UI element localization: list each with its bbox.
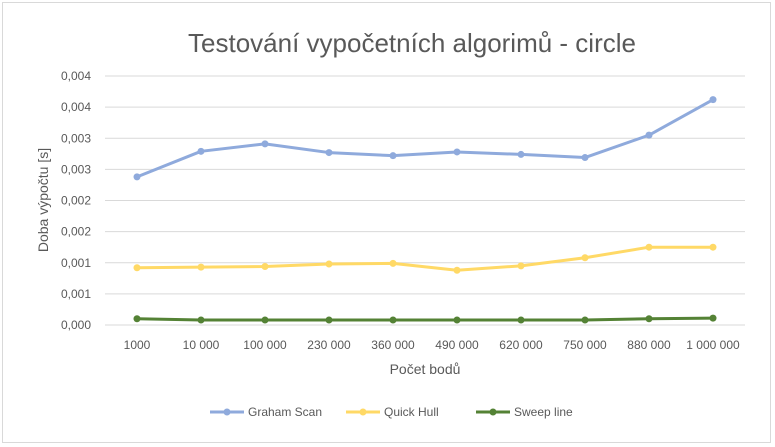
- data-point: [581, 154, 589, 162]
- data-point: [581, 316, 589, 324]
- data-point: [709, 96, 717, 104]
- data-point: [197, 147, 205, 155]
- data-point: [389, 152, 397, 160]
- chart-title: Testování vypočetních algorimů - circle: [188, 28, 636, 58]
- data-point: [133, 173, 141, 181]
- legend-marker: [359, 408, 367, 416]
- data-point: [517, 150, 525, 158]
- data-point: [517, 316, 525, 324]
- series-line: [135, 316, 715, 322]
- data-point: [197, 263, 205, 271]
- x-tick-label: 10 000: [183, 338, 220, 352]
- y-axis-ticks: 0,000 0,001 0,001 0,002 0,002 0,003 0,003 0,004…: [61, 69, 91, 332]
- data-point: [261, 140, 269, 148]
- data-point: [133, 264, 141, 272]
- data-point: [261, 316, 269, 324]
- data-point: [261, 262, 269, 270]
- series-group: [133, 96, 717, 324]
- data-point: [645, 243, 653, 251]
- x-axis-title: Počet bodů: [390, 361, 461, 377]
- data-point: [709, 243, 717, 251]
- y-tick-label: 0,004: [61, 100, 91, 114]
- y-tick-label: 0,004: [61, 69, 91, 83]
- x-tick-label: 750 000: [563, 338, 607, 352]
- data-point: [645, 315, 653, 323]
- x-tick-label: 620 000: [499, 338, 543, 352]
- x-tick-label: 230 000: [307, 338, 351, 352]
- legend-marker: [489, 408, 497, 416]
- data-point: [645, 131, 653, 139]
- data-point: [453, 148, 461, 156]
- data-point: [389, 259, 397, 267]
- x-tick-label: 360 000: [371, 338, 415, 352]
- legend-marker: [223, 408, 231, 416]
- data-point: [709, 314, 717, 322]
- x-tick-label: 1000: [124, 338, 151, 352]
- y-tick-label: 0,003: [61, 162, 91, 176]
- series-line: [135, 245, 715, 272]
- data-point: [325, 260, 333, 268]
- legend-label: Quick Hull: [384, 405, 439, 419]
- data-point: [581, 254, 589, 262]
- x-tick-label: 490 000: [435, 338, 479, 352]
- y-tick-label: 0,001: [61, 256, 91, 270]
- data-point: [453, 316, 461, 324]
- legend-label: Sweep line: [514, 405, 573, 419]
- x-tick-label: 880 000: [627, 338, 671, 352]
- legend-label: Graham Scan: [248, 405, 322, 419]
- x-tick-label: 100 000: [243, 338, 287, 352]
- y-tick-label: 0,003: [61, 131, 91, 145]
- data-point: [325, 316, 333, 324]
- y-tick-label: 0,002: [61, 194, 91, 208]
- legend: Graham Scan Quick Hull Sweep line: [210, 405, 573, 419]
- data-point: [517, 262, 525, 270]
- y-tick-label: 0,002: [61, 225, 91, 239]
- data-point: [325, 149, 333, 157]
- y-tick-label: 0,001: [61, 287, 91, 301]
- y-axis-title: Doba výpočtu [s]: [35, 148, 51, 252]
- data-point: [389, 316, 397, 324]
- y-tick-label: 0,000: [61, 318, 91, 332]
- x-axis-ticks: 1000 10 000 100 000 230 000 360 000 490 000 62…: [124, 338, 740, 352]
- data-point: [133, 315, 141, 323]
- data-point: [453, 266, 461, 274]
- series-line: [135, 98, 715, 179]
- data-point: [197, 316, 205, 324]
- gridlines: [105, 75, 745, 326]
- x-tick-label: 1 000 000: [686, 338, 740, 352]
